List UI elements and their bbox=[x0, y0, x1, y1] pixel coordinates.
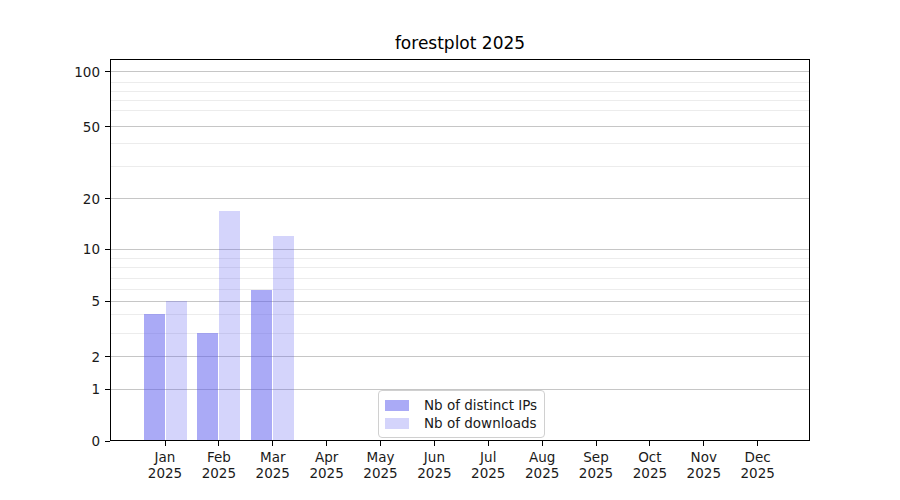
x-tick-mark bbox=[218, 441, 219, 446]
x-tick-label-dec: Dec2025 bbox=[726, 450, 790, 481]
y-tick-mark bbox=[105, 198, 110, 199]
x-tick-mark bbox=[326, 441, 327, 446]
y-tick-label: 2 bbox=[38, 349, 100, 365]
gridline-major bbox=[111, 71, 809, 72]
gridline-major bbox=[111, 126, 809, 127]
gridline-minor bbox=[111, 100, 809, 101]
gridline-major bbox=[111, 301, 809, 302]
bar-distinct-ips bbox=[197, 333, 218, 441]
gridline-minor bbox=[111, 91, 809, 92]
gridline-minor bbox=[111, 278, 809, 279]
bar-chart: forestplot 2025 1005020105210Jan2025Feb2… bbox=[0, 0, 900, 500]
y-tick-mark bbox=[105, 441, 110, 442]
gridline-minor bbox=[111, 289, 809, 290]
legend-label: Nb of downloads bbox=[424, 415, 537, 431]
gridline-minor bbox=[111, 166, 809, 167]
x-tick-mark bbox=[542, 441, 543, 446]
y-tick-label: 5 bbox=[38, 293, 100, 309]
legend-label: Nb of distinct IPs bbox=[424, 397, 537, 413]
y-tick-mark bbox=[105, 301, 110, 302]
x-tick-mark bbox=[757, 441, 758, 446]
legend-item: Nb of downloads bbox=[385, 415, 536, 431]
gridline-minor bbox=[111, 267, 809, 268]
legend-swatch-downloads bbox=[385, 418, 409, 429]
x-tick-mark bbox=[703, 441, 704, 446]
bar-distinct-ips bbox=[251, 290, 272, 441]
y-tick-mark bbox=[105, 249, 110, 250]
x-tick-mark bbox=[272, 441, 273, 446]
legend-item: Nb of distinct IPs bbox=[385, 397, 536, 413]
gridline-minor bbox=[111, 143, 809, 144]
y-tick-label: 10 bbox=[38, 241, 100, 257]
y-tick-label: 50 bbox=[38, 119, 100, 135]
gridline-minor bbox=[111, 258, 809, 259]
gridline-major bbox=[111, 249, 809, 250]
y-tick-mark bbox=[105, 126, 110, 127]
gridline-minor bbox=[111, 110, 809, 111]
y-tick-label: 100 bbox=[38, 64, 100, 80]
y-tick-mark bbox=[105, 71, 110, 72]
gridline-major bbox=[111, 198, 809, 199]
gridline-minor bbox=[111, 314, 809, 315]
bar-distinct-ips bbox=[144, 314, 165, 441]
y-tick-label: 0 bbox=[38, 433, 100, 449]
x-tick-month: Dec bbox=[726, 450, 790, 466]
x-tick-mark bbox=[649, 441, 650, 446]
legend-swatch-distinct-ips bbox=[385, 400, 409, 411]
gridline-minor bbox=[111, 82, 809, 83]
bar-downloads bbox=[273, 236, 294, 441]
bar-downloads bbox=[166, 301, 187, 441]
x-tick-mark bbox=[488, 441, 489, 446]
bar-downloads bbox=[219, 211, 240, 441]
legend: Nb of distinct IPs Nb of downloads bbox=[378, 390, 545, 438]
x-tick-mark bbox=[380, 441, 381, 446]
x-tick-mark bbox=[434, 441, 435, 446]
x-tick-year: 2025 bbox=[726, 466, 790, 482]
chart-title: forestplot 2025 bbox=[110, 33, 810, 53]
y-tick-mark bbox=[105, 389, 110, 390]
x-tick-mark bbox=[165, 441, 166, 446]
x-tick-mark bbox=[596, 441, 597, 446]
y-tick-label: 1 bbox=[38, 381, 100, 397]
y-tick-mark bbox=[105, 356, 110, 357]
y-tick-label: 20 bbox=[38, 191, 100, 207]
